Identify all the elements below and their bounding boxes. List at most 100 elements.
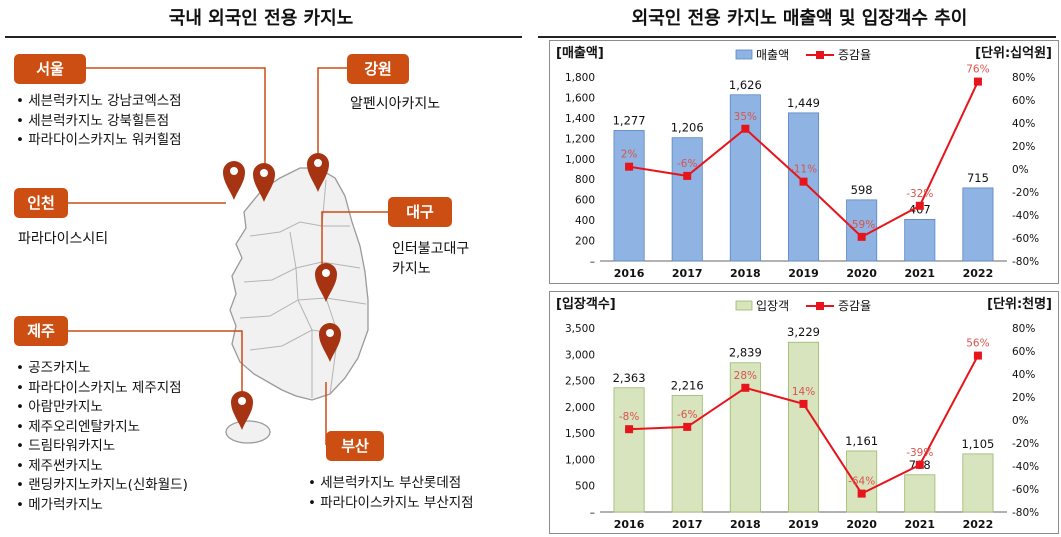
map-pin-body — [307, 153, 329, 192]
bar-value-label: 715 — [967, 171, 989, 185]
growth-rate-label: -32% — [906, 188, 933, 200]
badge-daegu: 대구 — [388, 197, 452, 227]
legend-line-label: 증감율 — [838, 48, 871, 62]
growth-rate-point — [683, 422, 692, 431]
growth-rate-label: 2% — [621, 149, 638, 161]
title-underline-right — [538, 36, 1056, 38]
visitors-chart-panel: [입장객수] [단위:천명] 입장객 증감율 – 500 1,000 1,500 2,000 2,… — [549, 291, 1059, 534]
x-tick-label: 2017 — [672, 267, 703, 280]
casino-item: 세븐럭카지노 강북힐튼점 — [16, 112, 182, 132]
y-left-tick-label: 400 — [575, 215, 595, 227]
growth-rate-point — [741, 383, 750, 392]
x-tick-label: 2021 — [904, 518, 935, 531]
casino-item: 아람만카지노 — [16, 398, 188, 418]
casino-item: 세븐럭카지노 강남코엑스점 — [16, 92, 181, 112]
legend-bar-label: 매출액 — [756, 48, 789, 62]
growth-rate-label: 14% — [792, 386, 815, 398]
bar-value-label: 1,105 — [961, 437, 994, 451]
x-tick-label: 2016 — [614, 267, 645, 280]
growth-rate-point — [741, 124, 750, 133]
connector-lines — [68, 67, 388, 445]
growth-rate-point — [683, 171, 692, 180]
visitors-chart: [입장객수] [단위:천명] 입장객 증감율 – 500 1,000 1,500 2,000 2,… — [556, 296, 1052, 531]
map-title: 국내 외국인 전용 카지노 — [168, 8, 354, 29]
y-right-tick-label: 20% — [1012, 141, 1035, 153]
y-left-tick-label: 2,000 — [565, 402, 595, 414]
map-pin-body — [319, 323, 341, 362]
chart-unit-label: [단위:천명] — [987, 296, 1052, 312]
growth-rate-label: -39% — [906, 447, 933, 459]
y-left-tick-label: 600 — [575, 195, 595, 207]
growth-rate-label: -11% — [790, 164, 817, 176]
y-right-tick-label: 40% — [1012, 369, 1035, 381]
y-right-tick-label: 60% — [1012, 346, 1035, 358]
casino-item: 파라다이스카지노 워커힐점 — [16, 131, 181, 151]
bar — [787, 112, 820, 262]
y-left-tick-label: – — [590, 507, 595, 519]
map-pin-body — [253, 163, 275, 202]
x-tick-label: 2016 — [614, 518, 645, 531]
growth-rate-label: 35% — [734, 111, 757, 123]
legend-line-marker — [816, 302, 824, 310]
y-left-tick-label: 1,500 — [565, 428, 595, 440]
y-right-tick-label: -40% — [1012, 461, 1039, 473]
chart-unit-label: [단위:십억원] — [975, 45, 1052, 61]
chart-title: 외국인 전용 카지노 매출액 및 입장객수 추이 — [631, 8, 968, 29]
growth-rate-label: -6% — [677, 158, 697, 170]
y-right-tick-label: 60% — [1012, 95, 1035, 107]
x-tick-label: 2018 — [730, 267, 761, 280]
y-right-tick-label: -20% — [1012, 187, 1039, 199]
growth-rate-label: -8% — [619, 411, 639, 423]
x-tick-label: 2017 — [672, 518, 703, 531]
casino-item: 제주썬카지노 — [16, 457, 188, 477]
y-left-tick-label: 2,500 — [565, 376, 595, 388]
x-tick-label: 2019 — [788, 518, 819, 531]
daegu-casino-name: 인터불고대구 카지노 — [392, 241, 470, 277]
badge-jeju: 제주 — [14, 316, 68, 346]
x-tick-label: 2018 — [730, 518, 761, 531]
growth-rate-point — [625, 162, 634, 171]
bar — [904, 218, 936, 262]
bar-value-label: 598 — [851, 183, 873, 197]
gangwon-casino-name: 알펜시아카지노 — [350, 96, 441, 112]
casino-item: 세븐럭카지노 부산롯데점 — [308, 474, 474, 494]
bar-value-label: 1,277 — [613, 113, 646, 127]
seoul-casino-list: 세븐럭카지노 강남코엑스점 세븐럭카지노 강북힐튼점 파라다이스카지노 워커힐점 — [16, 92, 182, 151]
map-pin-icon — [223, 161, 245, 200]
y-right-tick-label: 80% — [1012, 323, 1035, 335]
growth-rate-point — [973, 77, 982, 86]
y-right-tick-label: 0% — [1012, 164, 1029, 176]
growth-rate-label: -59% — [848, 219, 875, 231]
y-left-tick-label: 3,500 — [565, 323, 595, 335]
bar-value-label: 1,206 — [671, 121, 704, 135]
y-left-tick-label: 500 — [575, 481, 595, 493]
growth-rate-point — [799, 399, 808, 408]
bar-value-label: 2,839 — [729, 346, 762, 360]
growth-rate-point — [915, 460, 924, 469]
y-right-tick-label: 40% — [1012, 118, 1035, 130]
title-underline-left — [5, 36, 522, 38]
y-left-tick-label: – — [590, 256, 595, 268]
bar — [729, 94, 761, 262]
y-left-tick-label: 1,000 — [565, 454, 595, 466]
badge-seoul: 서울 — [14, 54, 86, 84]
badge-incheon: 인천 — [14, 188, 68, 218]
growth-rate-label: 56% — [966, 338, 989, 350]
growth-rate-label: -6% — [677, 409, 697, 421]
casino-item: 드림타워카지노 — [16, 437, 188, 457]
badge-busan: 부산 — [326, 431, 384, 461]
map-pin-body — [315, 263, 337, 302]
legend-bar-label: 입장객 — [756, 299, 789, 313]
growth-rate-point — [973, 351, 982, 360]
casino-item: 메가럭카지노 — [16, 496, 188, 516]
x-tick-label: 2022 — [963, 518, 994, 531]
growth-rate-label: -64% — [848, 476, 875, 488]
y-left-tick-label: 1,800 — [565, 72, 595, 84]
y-right-tick-label: 20% — [1012, 392, 1035, 404]
korea-mainland-shape — [229, 167, 369, 401]
chart-corner-label: [매출액] — [556, 45, 604, 61]
casino-item: 파라다이스카지노 부산지점 — [308, 494, 473, 514]
legend-line-label: 증감율 — [838, 299, 871, 313]
legend-line-marker — [816, 51, 824, 59]
x-tick-label: 2020 — [846, 518, 877, 531]
